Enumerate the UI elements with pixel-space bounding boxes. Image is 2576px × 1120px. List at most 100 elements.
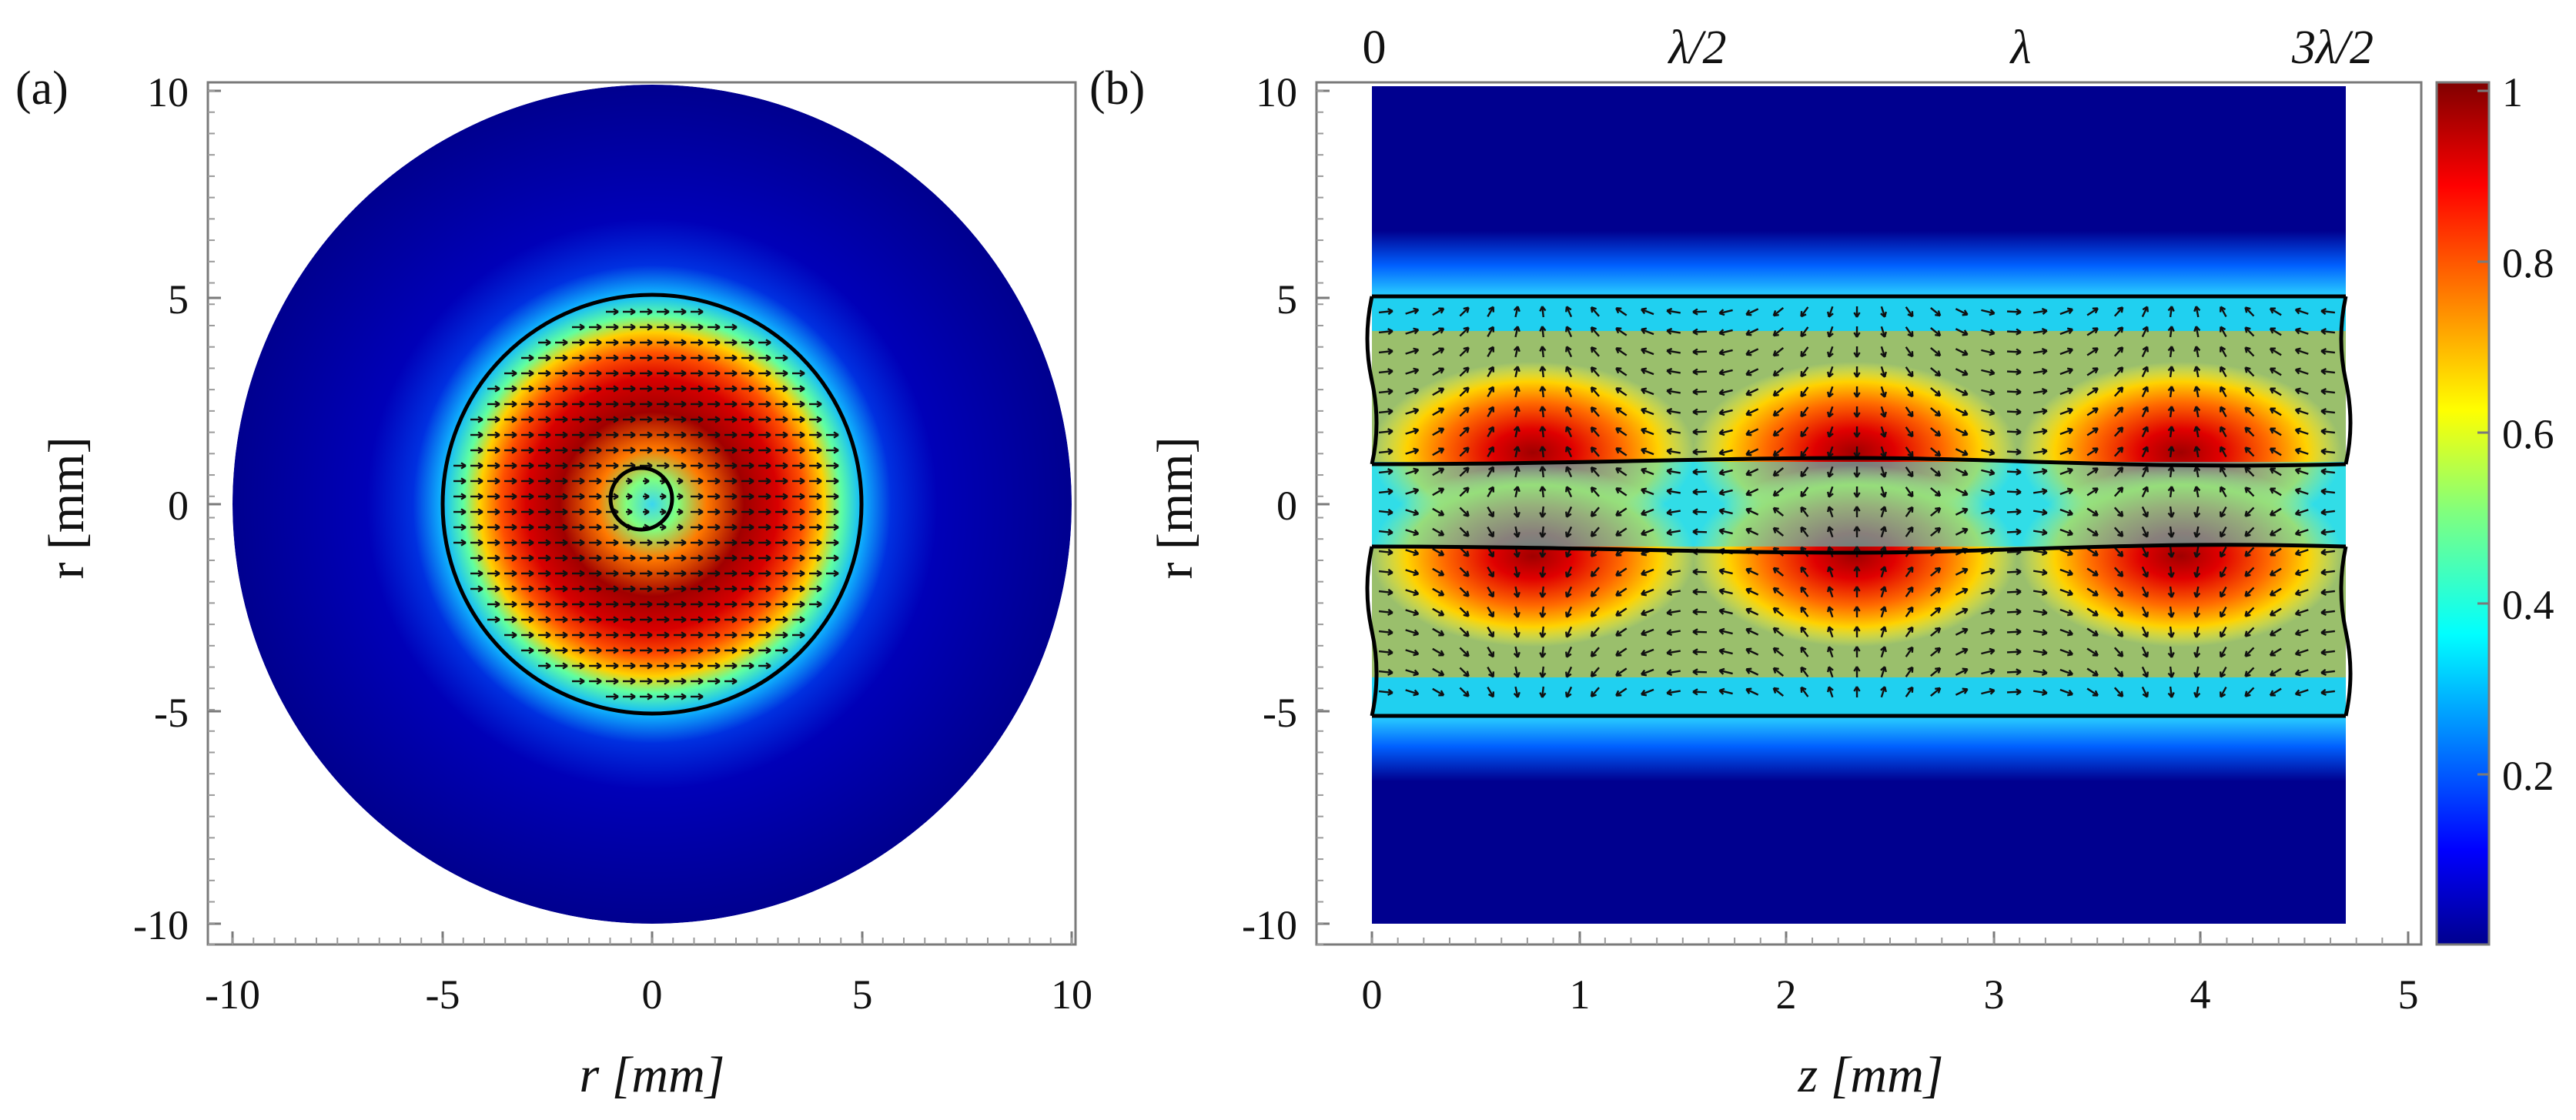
field-arrow xyxy=(2244,647,2255,657)
field-arrow xyxy=(1827,686,1834,698)
field-arrow xyxy=(724,339,738,346)
field-arrow xyxy=(1905,506,1914,517)
field-arrow xyxy=(2167,446,2175,458)
field-arrow xyxy=(2320,568,2336,577)
field-arrow xyxy=(623,539,636,547)
field-arrow xyxy=(657,677,670,685)
field-arrow xyxy=(2113,607,2124,617)
field-arrow xyxy=(1459,507,1470,517)
field-arrow xyxy=(741,446,754,454)
field-arrow xyxy=(2269,607,2282,617)
field-arrow xyxy=(1615,667,1628,677)
field-arrow xyxy=(640,416,653,423)
field-arrow xyxy=(1981,647,1996,655)
field-arrow xyxy=(1666,589,1681,597)
field-arrow xyxy=(691,462,704,470)
panel-a-xlabel: r [mm] xyxy=(580,1047,725,1103)
field-arrow xyxy=(640,323,653,331)
field-arrow xyxy=(741,339,754,346)
field-arrow xyxy=(1641,528,1654,537)
field-arrow xyxy=(606,539,619,547)
field-arrow xyxy=(1880,666,1887,678)
field-arrow xyxy=(538,462,551,470)
field-arrow xyxy=(2220,686,2227,698)
field-arrow xyxy=(2320,427,2336,436)
field-arrow xyxy=(2320,387,2336,396)
field-arrow xyxy=(555,493,568,500)
field-arrow xyxy=(1772,667,1785,677)
field-arrow xyxy=(758,339,771,346)
field-arrow xyxy=(691,308,704,316)
field-arrow xyxy=(809,431,822,439)
field-arrow xyxy=(623,308,636,316)
panel-b-heatmap xyxy=(1372,86,2346,924)
field-arrow xyxy=(1641,668,1654,677)
field-arrow xyxy=(1432,547,1445,557)
panel-a-xtick: -5 xyxy=(426,971,460,1018)
field-arrow xyxy=(1955,507,1969,516)
field-arrow xyxy=(1981,507,1996,515)
field-arrow xyxy=(572,662,585,670)
field-arrow xyxy=(538,354,551,362)
field-arrow xyxy=(1539,606,1547,618)
field-arrow xyxy=(1718,507,1733,515)
field-arrow xyxy=(623,323,636,331)
field-arrow xyxy=(2294,649,2309,657)
field-arrow xyxy=(470,539,483,547)
field-arrow xyxy=(538,369,551,377)
field-arrow xyxy=(758,647,771,654)
field-arrow xyxy=(1930,567,1942,577)
field-arrow xyxy=(1378,348,1393,356)
field-arrow xyxy=(640,570,653,577)
field-arrow xyxy=(1853,306,1861,318)
field-arrow xyxy=(2193,306,2201,318)
field-arrow xyxy=(606,416,619,423)
field-arrow xyxy=(2320,307,2336,316)
field-arrow xyxy=(504,600,517,608)
field-arrow xyxy=(572,477,585,485)
field-arrow xyxy=(623,662,636,670)
field-arrow xyxy=(1487,426,1494,437)
field-arrow xyxy=(1405,447,1420,455)
field-arrow xyxy=(640,616,653,624)
field-arrow xyxy=(674,585,687,593)
field-arrow xyxy=(758,662,771,670)
field-arrow xyxy=(657,600,670,608)
field-arrow xyxy=(640,631,653,639)
field-arrow xyxy=(674,354,687,362)
field-arrow xyxy=(758,554,771,562)
field-arrow xyxy=(1565,646,1573,658)
field-arrow xyxy=(606,570,619,577)
field-arrow xyxy=(657,539,670,547)
field-arrow xyxy=(1487,627,1494,638)
field-arrow xyxy=(1827,366,1834,378)
field-arrow xyxy=(589,416,602,423)
field-arrow xyxy=(1513,426,1521,438)
field-arrow xyxy=(691,523,704,531)
field-arrow xyxy=(2220,306,2227,318)
field-arrow xyxy=(2006,368,2022,376)
field-arrow xyxy=(1692,308,1708,316)
field-arrow xyxy=(1513,306,1521,318)
field-arrow xyxy=(2141,426,2149,438)
panel-b-xtick: 4 xyxy=(2190,971,2211,1018)
field-arrow xyxy=(2006,688,2022,696)
field-arrow xyxy=(775,462,788,470)
field-arrow xyxy=(1590,386,1600,397)
field-arrow xyxy=(2269,667,2282,677)
field-arrow xyxy=(623,369,636,377)
field-arrow xyxy=(2006,328,2022,336)
field-arrow xyxy=(1378,328,1393,336)
field-arrow xyxy=(555,554,568,562)
field-arrow xyxy=(1905,366,1914,378)
field-arrow xyxy=(741,523,754,531)
field-arrow xyxy=(1718,527,1733,535)
field-arrow xyxy=(572,416,585,423)
field-arrow xyxy=(691,585,704,593)
field-arrow xyxy=(1666,367,1681,375)
field-arrow xyxy=(555,600,568,608)
field-arrow xyxy=(589,462,602,470)
field-arrow xyxy=(1432,627,1445,637)
field-arrow xyxy=(1827,666,1834,678)
field-arrow xyxy=(741,354,754,362)
